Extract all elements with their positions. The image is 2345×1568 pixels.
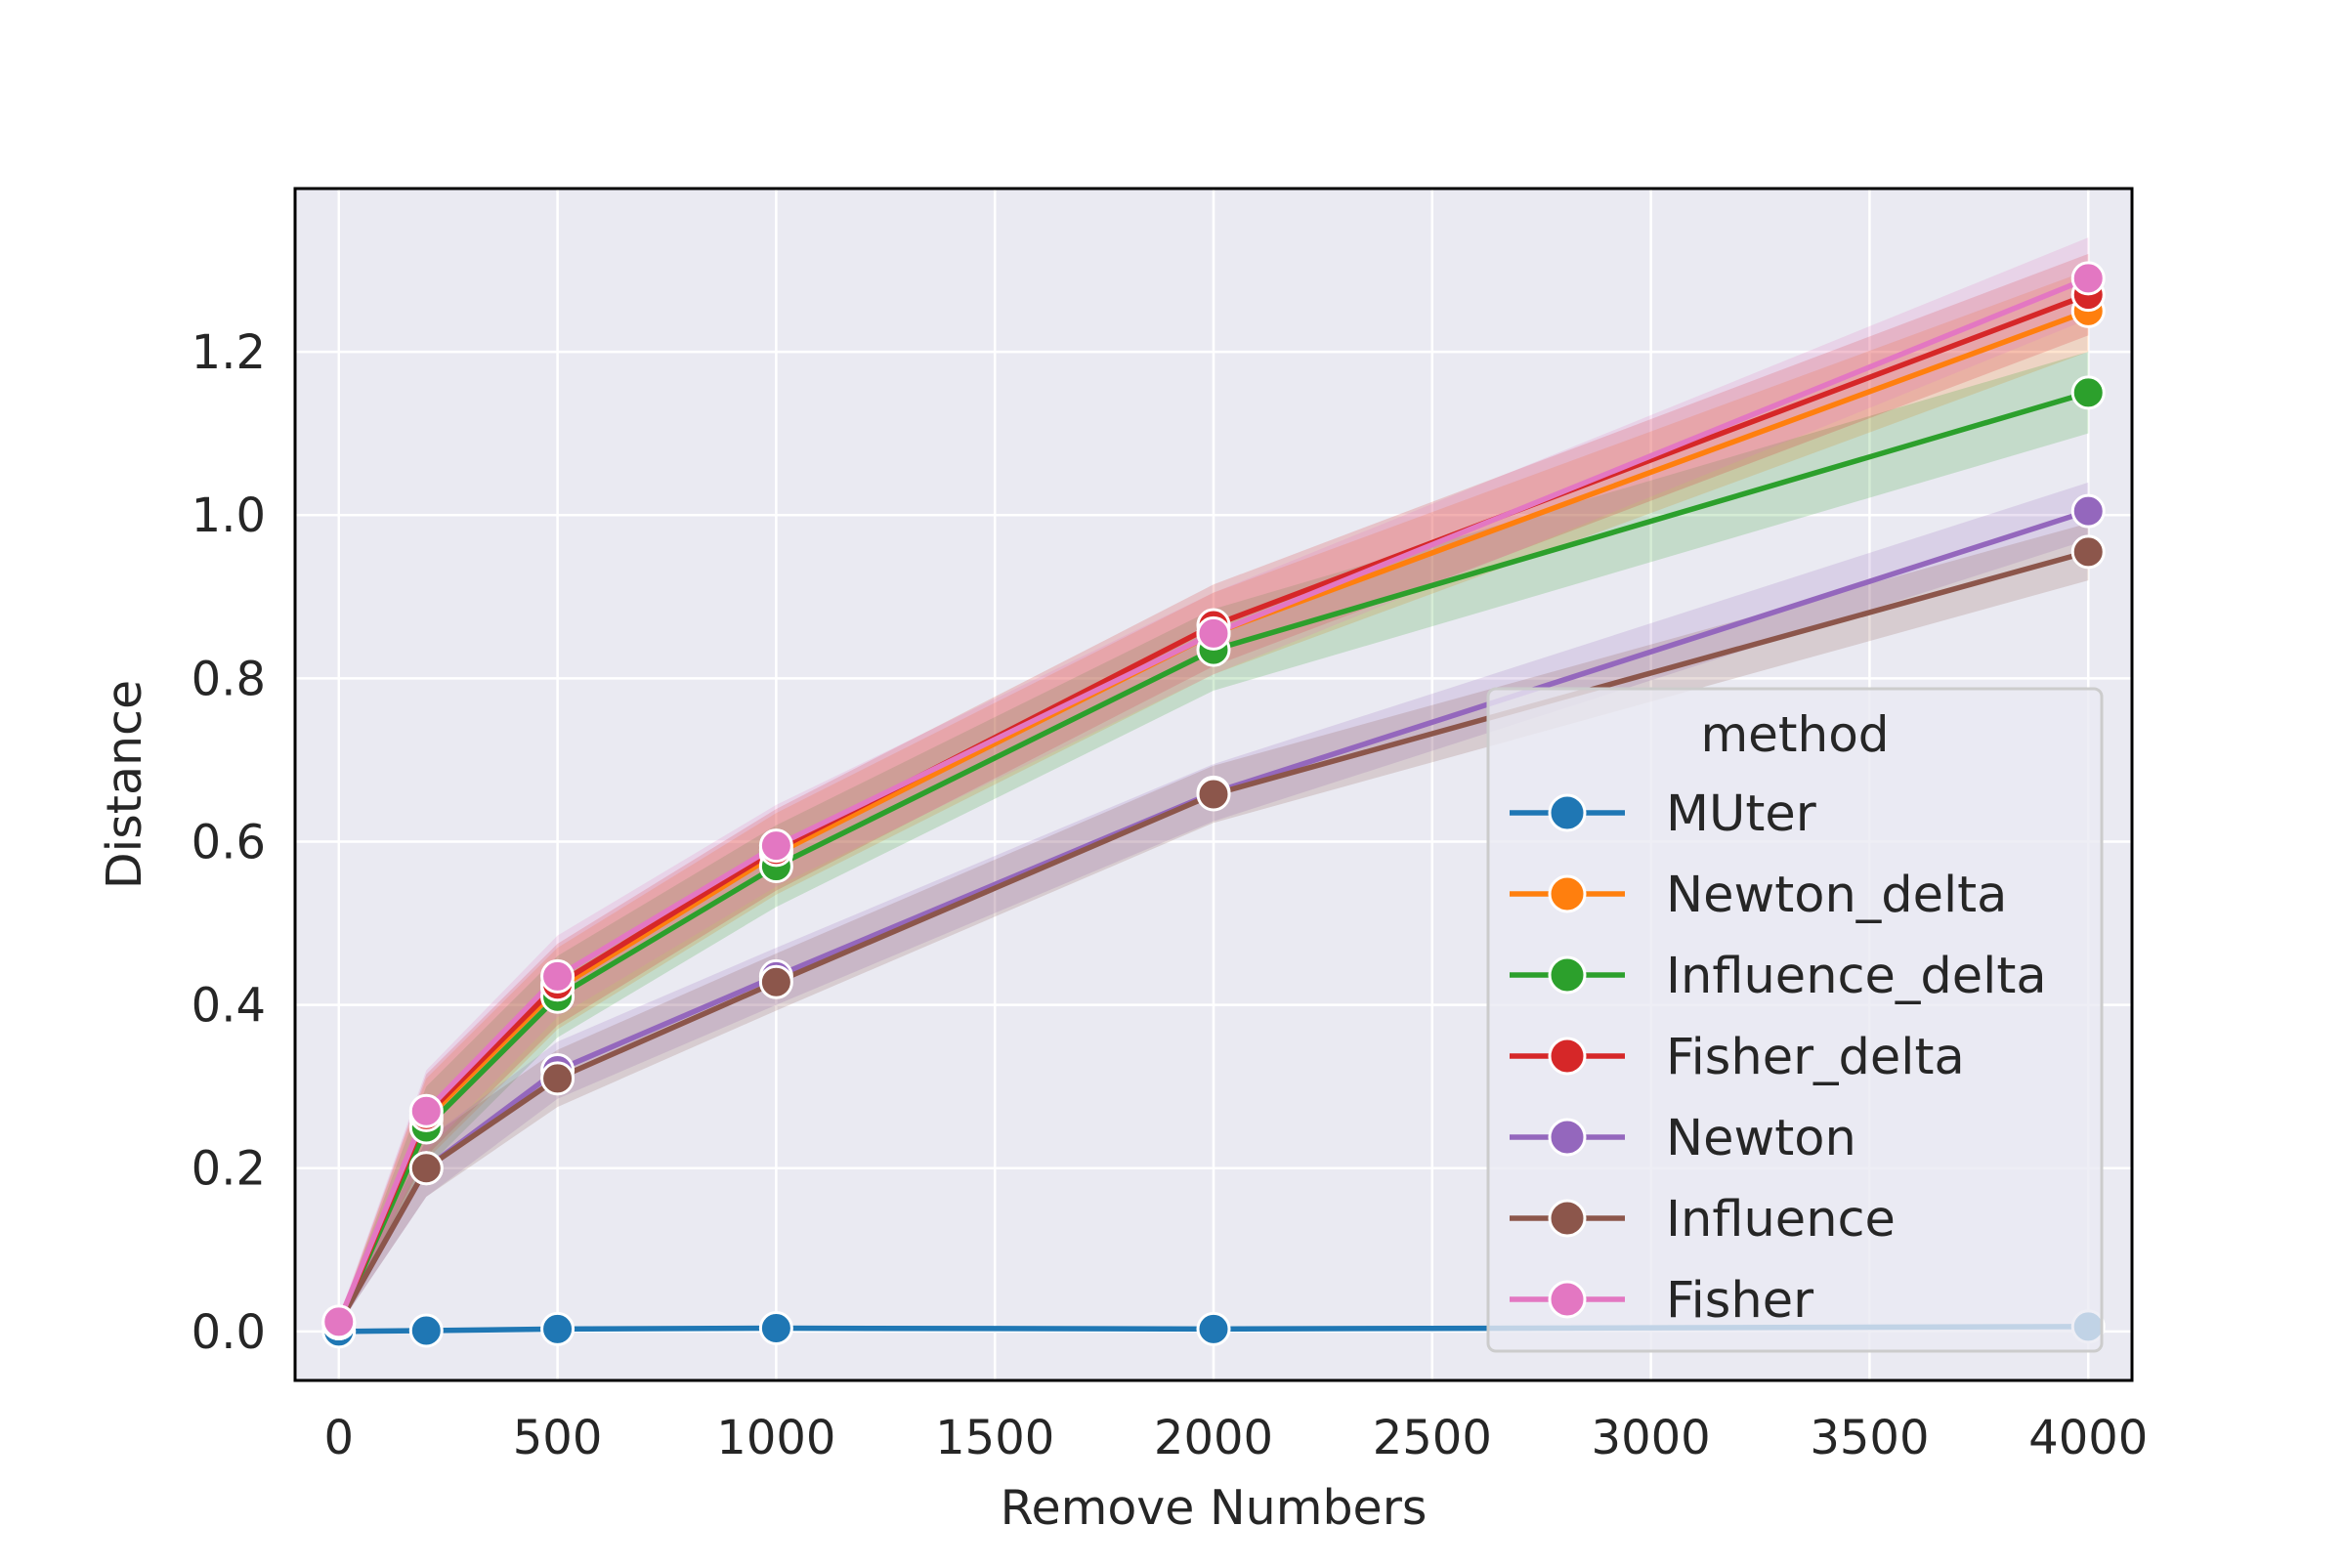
legend-marker-fisher [1548, 1280, 1587, 1319]
point-newton-4000 [2070, 493, 2106, 529]
y-tick-label-1.0: 1.0 [192, 488, 266, 543]
legend-box [1486, 687, 2104, 1353]
point-influence-2000 [1196, 777, 1231, 812]
legend-label-fisher-delta: Fisher_delta [1666, 1029, 1965, 1086]
point-muter-1000 [758, 1311, 793, 1346]
x-tick-label-0: 0 [323, 1411, 354, 1465]
x-tick-label-1000: 1000 [716, 1411, 835, 1465]
line-fisher [336, 275, 2091, 1325]
x-axis-label: Remove Numbers [1001, 1480, 1428, 1536]
point-influence-200 [408, 1151, 444, 1186]
series-points [321, 261, 2106, 1349]
x-tick-label-3000: 3000 [1592, 1411, 1711, 1465]
point-influence-500 [540, 1061, 576, 1096]
point-muter-2000 [1196, 1311, 1231, 1346]
point-influence-4000 [2070, 534, 2106, 570]
legend-label-muter: MUter [1666, 785, 1816, 843]
y-axis-label: Distance [97, 680, 152, 889]
band-influence [338, 523, 2089, 1327]
point-fisher-1000 [758, 828, 793, 864]
legend-marker-newton [1548, 1118, 1587, 1157]
plot-frame [293, 187, 2134, 1382]
x-tick-label-3500: 3500 [1810, 1411, 1929, 1465]
point-influence-1000 [758, 964, 793, 999]
legend-marker-muter [1548, 793, 1587, 832]
point-fisher-0 [321, 1304, 357, 1339]
y-tick-label-1.2: 1.2 [192, 325, 266, 380]
band-fisher [338, 237, 2089, 1327]
point-fisher-4000 [2070, 261, 2106, 296]
legend: method MUter Newton_delta Influence_delta F… [1486, 687, 2104, 1353]
legend-label-influence-delta: Influence_delta [1666, 948, 2047, 1005]
legend-title: method [1700, 706, 1889, 763]
x-tick-label-2000: 2000 [1154, 1411, 1273, 1465]
legend-marker-fisher-delta [1548, 1037, 1587, 1076]
line-influence [336, 549, 2091, 1327]
x-tick-label-2500: 2500 [1373, 1411, 1492, 1465]
legend-marker-newton-delta [1548, 874, 1587, 913]
legend-marker-influence [1548, 1199, 1587, 1238]
legend-label-fisher: Fisher [1666, 1272, 1813, 1330]
y-tick-label-0.8: 0.8 [192, 652, 266, 706]
y-tick-label-0.0: 0.0 [192, 1305, 266, 1360]
point-fisher-500 [540, 958, 576, 994]
point-fisher-2000 [1196, 615, 1231, 651]
legend-label-newton: Newton [1666, 1110, 1856, 1167]
point-fisher-200 [408, 1093, 444, 1128]
y-tick-labels: 0.0 0.2 0.4 0.6 0.8 1.0 1.2 [192, 325, 266, 1360]
band-influence-delta [338, 352, 2089, 1328]
point-muter-200 [408, 1313, 444, 1348]
y-tick-label-0.6: 0.6 [192, 815, 266, 869]
x-tick-label-4000: 4000 [2028, 1411, 2148, 1465]
x-tick-label-500: 500 [513, 1411, 603, 1465]
point-influence-delta-4000 [2070, 375, 2106, 410]
y-tick-label-0.4: 0.4 [192, 979, 266, 1034]
x-tick-labels: 0 500 1000 1500 2000 2500 3000 3500 4000 [323, 1411, 2148, 1465]
legend-marker-influence-delta [1548, 955, 1587, 995]
legend-label-newton-delta: Newton_delta [1666, 867, 2007, 924]
legend-label-influence: Influence [1666, 1191, 1896, 1249]
x-tick-label-1500: 1500 [935, 1411, 1054, 1465]
y-tick-label-0.2: 0.2 [192, 1142, 266, 1197]
point-muter-500 [540, 1311, 576, 1346]
